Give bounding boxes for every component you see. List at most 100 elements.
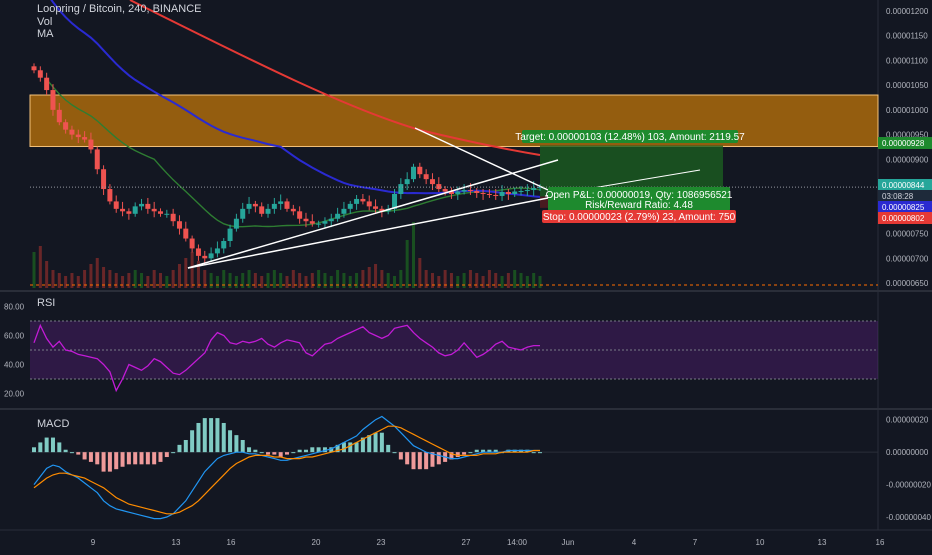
volume-bar (298, 273, 302, 288)
rsi-line (33, 323, 540, 393)
candle-body (151, 208, 157, 212)
candle-body (31, 66, 37, 71)
candle-body (37, 70, 43, 78)
macd-histogram-bar (360, 437, 365, 453)
target-label-bg (522, 130, 738, 143)
volume-bar (51, 270, 55, 288)
volume-bar (494, 273, 498, 288)
macd-histogram-bar (177, 444, 182, 453)
volume-bar (437, 276, 441, 288)
macd-histogram-bar (398, 452, 403, 460)
candle-body (56, 109, 62, 123)
candle-body (132, 206, 138, 214)
macd-histogram-bar (430, 452, 435, 467)
rsi-tick-label: 80.00 (4, 303, 25, 312)
macd-histogram-bar (538, 452, 542, 454)
candle-body (126, 211, 132, 214)
time-tick-label: 9 (91, 538, 96, 547)
candle-body (442, 189, 448, 192)
volume-bar (177, 264, 181, 288)
volume-bar (38, 246, 42, 288)
macd-histogram-bar (32, 447, 36, 453)
price-tick-label: 0.00001000 (886, 106, 929, 115)
candle-body (94, 149, 100, 170)
candle-body (271, 203, 277, 209)
macd-tick-label: -0.00000040 (886, 513, 931, 522)
candle-body (423, 174, 429, 180)
volume-bar (456, 276, 460, 288)
time-tick-label: 14:00 (507, 538, 528, 547)
time-tick-label: Jun (562, 538, 575, 547)
macd-histogram-bar (228, 430, 233, 453)
volume-legend: Vol (37, 16, 53, 28)
volume-bar (83, 270, 87, 288)
macd-histogram-bar (240, 440, 245, 453)
candle-body (214, 248, 220, 254)
volume-bar (443, 270, 447, 288)
candle-body (448, 191, 454, 194)
volume-bar (317, 270, 321, 288)
rsi-tick-label: 40.00 (4, 361, 25, 370)
volume-bar (336, 270, 340, 288)
macd-histogram-bar (221, 422, 226, 453)
time-tick-label: 4 (632, 538, 637, 547)
volume-bar (538, 276, 542, 288)
candle-body (82, 137, 88, 140)
candle-body (195, 248, 201, 256)
macd-histogram-bar (474, 449, 479, 453)
last-price-tag-bg (878, 179, 932, 191)
candle-body (120, 208, 126, 212)
candle-body (411, 166, 416, 180)
volume-bar (310, 273, 314, 288)
volume-bar (165, 276, 169, 288)
macd-histogram-bar (455, 452, 460, 458)
macd-histogram-bar (95, 452, 100, 465)
volume-bar (222, 270, 226, 288)
candle-body (360, 198, 366, 202)
volume-bar (424, 270, 428, 288)
candle-body (404, 179, 410, 185)
time-tick-label: 10 (756, 538, 765, 547)
stop-label: Stop: 0.00000023 (2.79%) 23, Amount: 750 (543, 212, 736, 223)
macd-histogram-bar (196, 422, 201, 453)
candle-body (63, 122, 69, 130)
macd-histogram-bar (481, 449, 486, 453)
macd-histogram-bar (126, 452, 131, 465)
candle-body (417, 166, 423, 175)
volume-bar (70, 273, 74, 288)
candle-body (297, 211, 303, 219)
macd-histogram-bar (291, 452, 296, 454)
macd-histogram-bar (379, 432, 384, 453)
price-tick-label: 0.00001200 (886, 7, 929, 16)
target-price-tag-bg (878, 137, 932, 149)
macd-histogram-bar (253, 449, 258, 453)
candle-body (101, 169, 107, 190)
macd-line (33, 415, 540, 520)
candle-body (44, 77, 50, 91)
macd-histogram-bar (259, 452, 264, 454)
volume-bar (253, 273, 257, 288)
open-pnl-bg (548, 187, 730, 211)
volume-bar (133, 270, 137, 288)
macd-histogram-bar (88, 452, 93, 462)
volume-bar (380, 270, 384, 288)
candle-body (499, 192, 505, 196)
volume-bar (209, 273, 213, 288)
macd-histogram-bar (348, 442, 353, 453)
macd-histogram-bar (449, 452, 454, 460)
volume-bar (266, 273, 270, 288)
macd-histogram-bar (247, 447, 252, 453)
time-tick-label: 13 (818, 538, 827, 547)
candle-body (303, 218, 309, 222)
volume-bar (323, 273, 327, 288)
macd-histogram-bar (487, 449, 492, 453)
candle-body (398, 184, 404, 194)
volume-bar (260, 276, 264, 288)
macd-histogram-bar (297, 449, 302, 453)
volume-bar (500, 276, 504, 288)
volume-bar (64, 276, 68, 288)
macd-histogram-bar (266, 452, 271, 455)
macd-histogram-bar (50, 437, 55, 453)
